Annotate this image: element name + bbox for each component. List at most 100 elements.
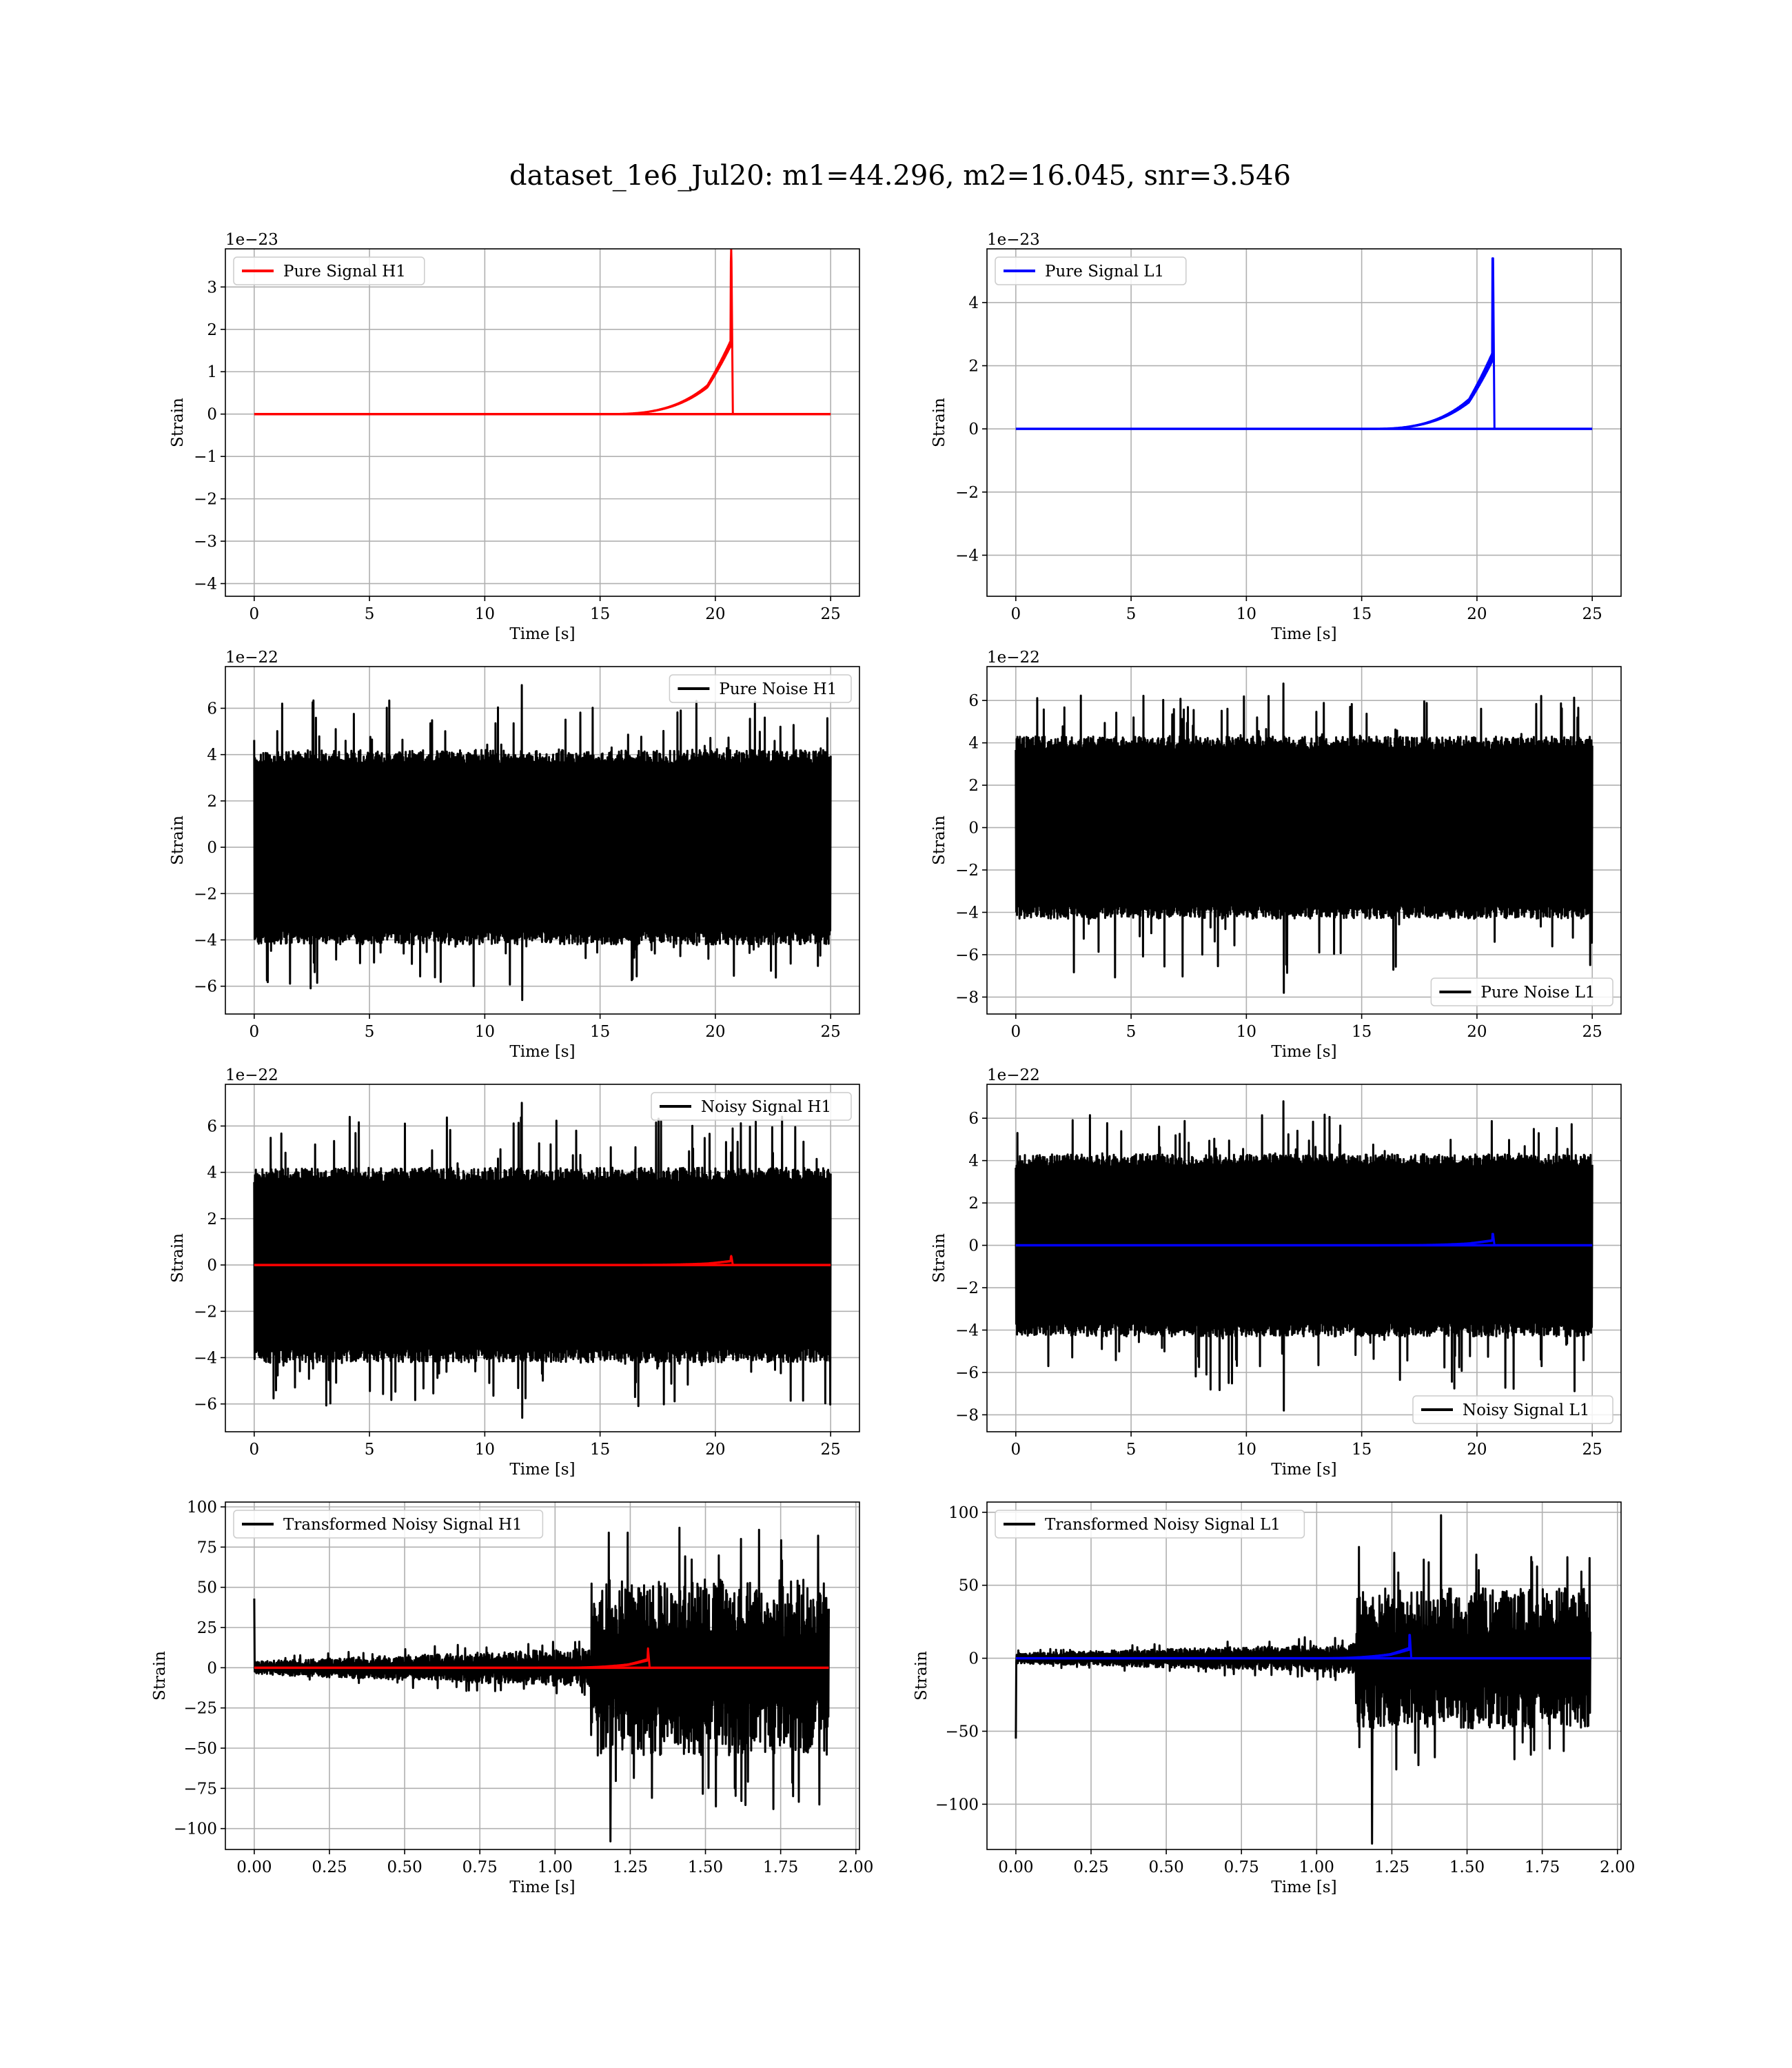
x-tick-label: 0 xyxy=(1010,1023,1021,1041)
legend-box xyxy=(1430,977,1613,1006)
figure-title: dataset_1e6_Jul20: m1=44.296, m2=16.045,… xyxy=(509,160,1291,192)
x-tick-label: 0.75 xyxy=(1224,1858,1259,1876)
x-tick-label: 0.00 xyxy=(236,1858,272,1876)
y-tick-label: −8 xyxy=(955,989,979,1006)
y-axis-label: Strain xyxy=(930,1233,948,1283)
y-tick-label: −4 xyxy=(955,904,979,922)
noise-series xyxy=(253,1102,832,1419)
y-tick-label: −50 xyxy=(183,1740,217,1758)
y-tick-label: −2 xyxy=(955,484,979,502)
x-tick-label: 15 xyxy=(1352,1441,1372,1459)
x-tick-label: 25 xyxy=(821,1023,841,1041)
x-tick-label: 5 xyxy=(365,1441,375,1459)
x-tick-label: 20 xyxy=(1467,1023,1487,1041)
x-tick-label: 20 xyxy=(705,1023,725,1041)
legend: Pure Noise H1 xyxy=(669,674,852,703)
y-tick-label: 6 xyxy=(968,692,979,710)
y-tick-label: 3 xyxy=(207,278,217,296)
y-tick-label: 4 xyxy=(968,294,979,312)
y-tick-label: 0 xyxy=(968,1650,979,1668)
y-tick-label: 4 xyxy=(207,1164,217,1182)
x-axis-label: Time [s] xyxy=(1271,625,1336,643)
chirp-series xyxy=(1358,257,1496,430)
noise-series xyxy=(1015,1100,1594,1412)
y-tick-label: 2 xyxy=(207,321,217,339)
legend-box xyxy=(651,1092,852,1121)
y-tick-label: 2 xyxy=(207,1210,217,1228)
y-tick-label: 0 xyxy=(968,420,979,438)
y-tick-label: 100 xyxy=(187,1499,217,1517)
x-tick-label: 10 xyxy=(1236,1441,1256,1459)
x-tick-label: 0 xyxy=(249,605,259,623)
y-tick-label: −2 xyxy=(955,1279,979,1297)
y-axis-label: Strain xyxy=(169,398,187,447)
y-tick-label: −50 xyxy=(945,1723,979,1741)
x-tick-label: 1.50 xyxy=(1449,1858,1485,1876)
offset-text: 1e−23 xyxy=(987,231,1040,249)
y-tick-label: 0 xyxy=(207,1257,217,1275)
x-tick-label: 2.00 xyxy=(1600,1858,1635,1876)
x-tick-label: 25 xyxy=(821,605,841,623)
subplot-row1-left: 0 5 10 15 20 25 −4 −3 −2 −1 0 1 2 3 Time [s] Strain 1e−2… xyxy=(169,231,860,643)
axes-frame xyxy=(986,1501,1622,1850)
y-tick-label: −25 xyxy=(183,1700,217,1718)
subplot-row3-left: 0 5 10 15 20 25 −6 −4 −2 0 2 4 6 Time [s] Strain 1e−22 N… xyxy=(169,1066,860,1479)
y-tick-label: 6 xyxy=(207,700,217,718)
y-tick-label: −2 xyxy=(194,491,217,509)
legend-box xyxy=(233,256,425,285)
y-tick-label: −4 xyxy=(955,547,979,565)
noise-series xyxy=(253,684,832,1002)
noise-series xyxy=(1015,682,1594,994)
x-tick-label: 10 xyxy=(1236,1023,1256,1041)
x-tick-label: 1.00 xyxy=(538,1858,573,1876)
legend-box xyxy=(669,674,852,703)
x-tick-label: 1.25 xyxy=(613,1858,648,1876)
axes-frame xyxy=(225,1501,860,1850)
x-tick-label: 0 xyxy=(1010,1441,1021,1459)
x-tick-label: 0 xyxy=(249,1023,259,1041)
y-tick-label: 2 xyxy=(968,358,979,376)
x-tick-label: 15 xyxy=(1352,605,1372,623)
x-tick-label: 15 xyxy=(1352,1023,1372,1041)
legend: Transformed Noisy Signal L1 xyxy=(995,1510,1305,1539)
y-tick-label: 50 xyxy=(197,1579,217,1597)
axes-frame xyxy=(986,666,1622,1015)
offset-text: 1e−22 xyxy=(225,1066,278,1084)
chirp-series xyxy=(537,1647,651,1669)
x-tick-label: 20 xyxy=(705,1441,725,1459)
x-tick-label: 0.50 xyxy=(1149,1858,1184,1876)
legend: Pure Signal L1 xyxy=(995,256,1187,285)
y-tick-label: 0 xyxy=(968,1237,979,1255)
x-tick-label: 10 xyxy=(475,1441,495,1459)
offset-text: 1e−22 xyxy=(225,649,278,667)
legend-label: Pure Noise H1 xyxy=(719,680,837,698)
x-tick-label: 1.25 xyxy=(1374,1858,1409,1876)
legend-label: Noisy Signal H1 xyxy=(701,1098,831,1116)
x-tick-label: 5 xyxy=(1126,1441,1137,1459)
y-tick-label: 0 xyxy=(207,406,217,424)
legend: Pure Noise L1 xyxy=(1430,977,1613,1006)
x-tick-label: 0.00 xyxy=(998,1858,1033,1876)
x-axis-label: Time [s] xyxy=(1271,1461,1336,1479)
x-axis-label: Time [s] xyxy=(509,1461,575,1479)
chirp-series xyxy=(1358,1233,1496,1247)
axes-frame xyxy=(225,248,860,597)
x-axis-label: Time [s] xyxy=(509,625,575,643)
x-axis-label: Time [s] xyxy=(1271,1878,1336,1896)
subplot-row2-left: 0 5 10 15 20 25 −6 −4 −2 0 2 4 6 Time [s] Strain 1e−22 P… xyxy=(169,649,860,1061)
axes-frame xyxy=(225,1084,860,1432)
x-tick-label: 10 xyxy=(1236,605,1256,623)
legend-label: Noisy Signal L1 xyxy=(1463,1401,1589,1419)
y-tick-label: 0 xyxy=(968,820,979,838)
x-tick-label: 0.25 xyxy=(312,1858,347,1876)
y-tick-label: −3 xyxy=(194,533,217,551)
x-tick-label: 5 xyxy=(365,1023,375,1041)
chirp-series xyxy=(597,249,734,416)
y-tick-label: −4 xyxy=(194,1349,217,1367)
y-tick-label: −100 xyxy=(935,1796,979,1814)
y-axis-label: Strain xyxy=(151,1651,169,1701)
legend-label: Transformed Noisy Signal L1 xyxy=(1045,1516,1281,1534)
x-tick-label: 1.00 xyxy=(1299,1858,1334,1876)
y-tick-label: 2 xyxy=(968,1195,979,1213)
